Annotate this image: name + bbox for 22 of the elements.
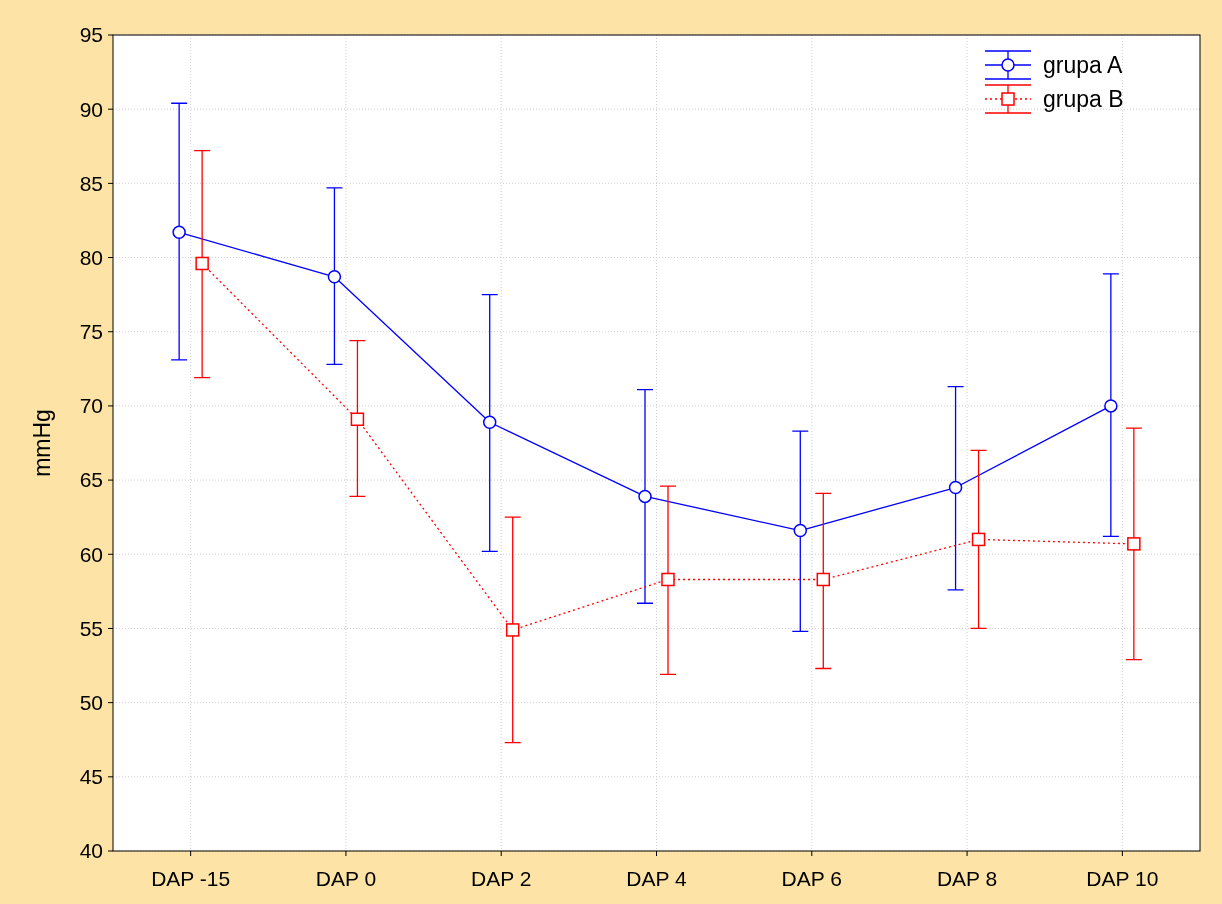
y-tick-label: 60 [79, 542, 103, 566]
y-axis-title: mmHg [29, 409, 55, 477]
y-tick-label: 50 [79, 690, 103, 714]
x-tick-label: DAP 0 [315, 867, 377, 890]
y-tick-label: 90 [79, 97, 103, 121]
x-tick-label: DAP 4 [626, 867, 687, 890]
y-tick-label: 70 [79, 394, 103, 418]
y-tick-label: 80 [79, 245, 103, 269]
y-tick-label: 45 [79, 765, 103, 789]
y-tick-label: 75 [79, 320, 103, 344]
y-tick-label: 65 [79, 468, 103, 492]
x-tick-label: DAP 8 [936, 867, 998, 890]
y-tick-label: 95 [79, 23, 103, 47]
y-tick-label: 55 [79, 616, 103, 640]
x-tick-label: DAP 6 [781, 867, 842, 890]
x-tick-label: DAP 10 [1086, 867, 1159, 890]
y-tick-label: 40 [79, 839, 103, 863]
x-tick-label: DAP -15 [151, 867, 231, 890]
legend-label: grupa B [1043, 86, 1124, 113]
y-tick-label: 85 [79, 171, 103, 195]
x-tick-label: DAP 2 [471, 867, 532, 890]
legend-label: grupa A [1043, 52, 1123, 79]
